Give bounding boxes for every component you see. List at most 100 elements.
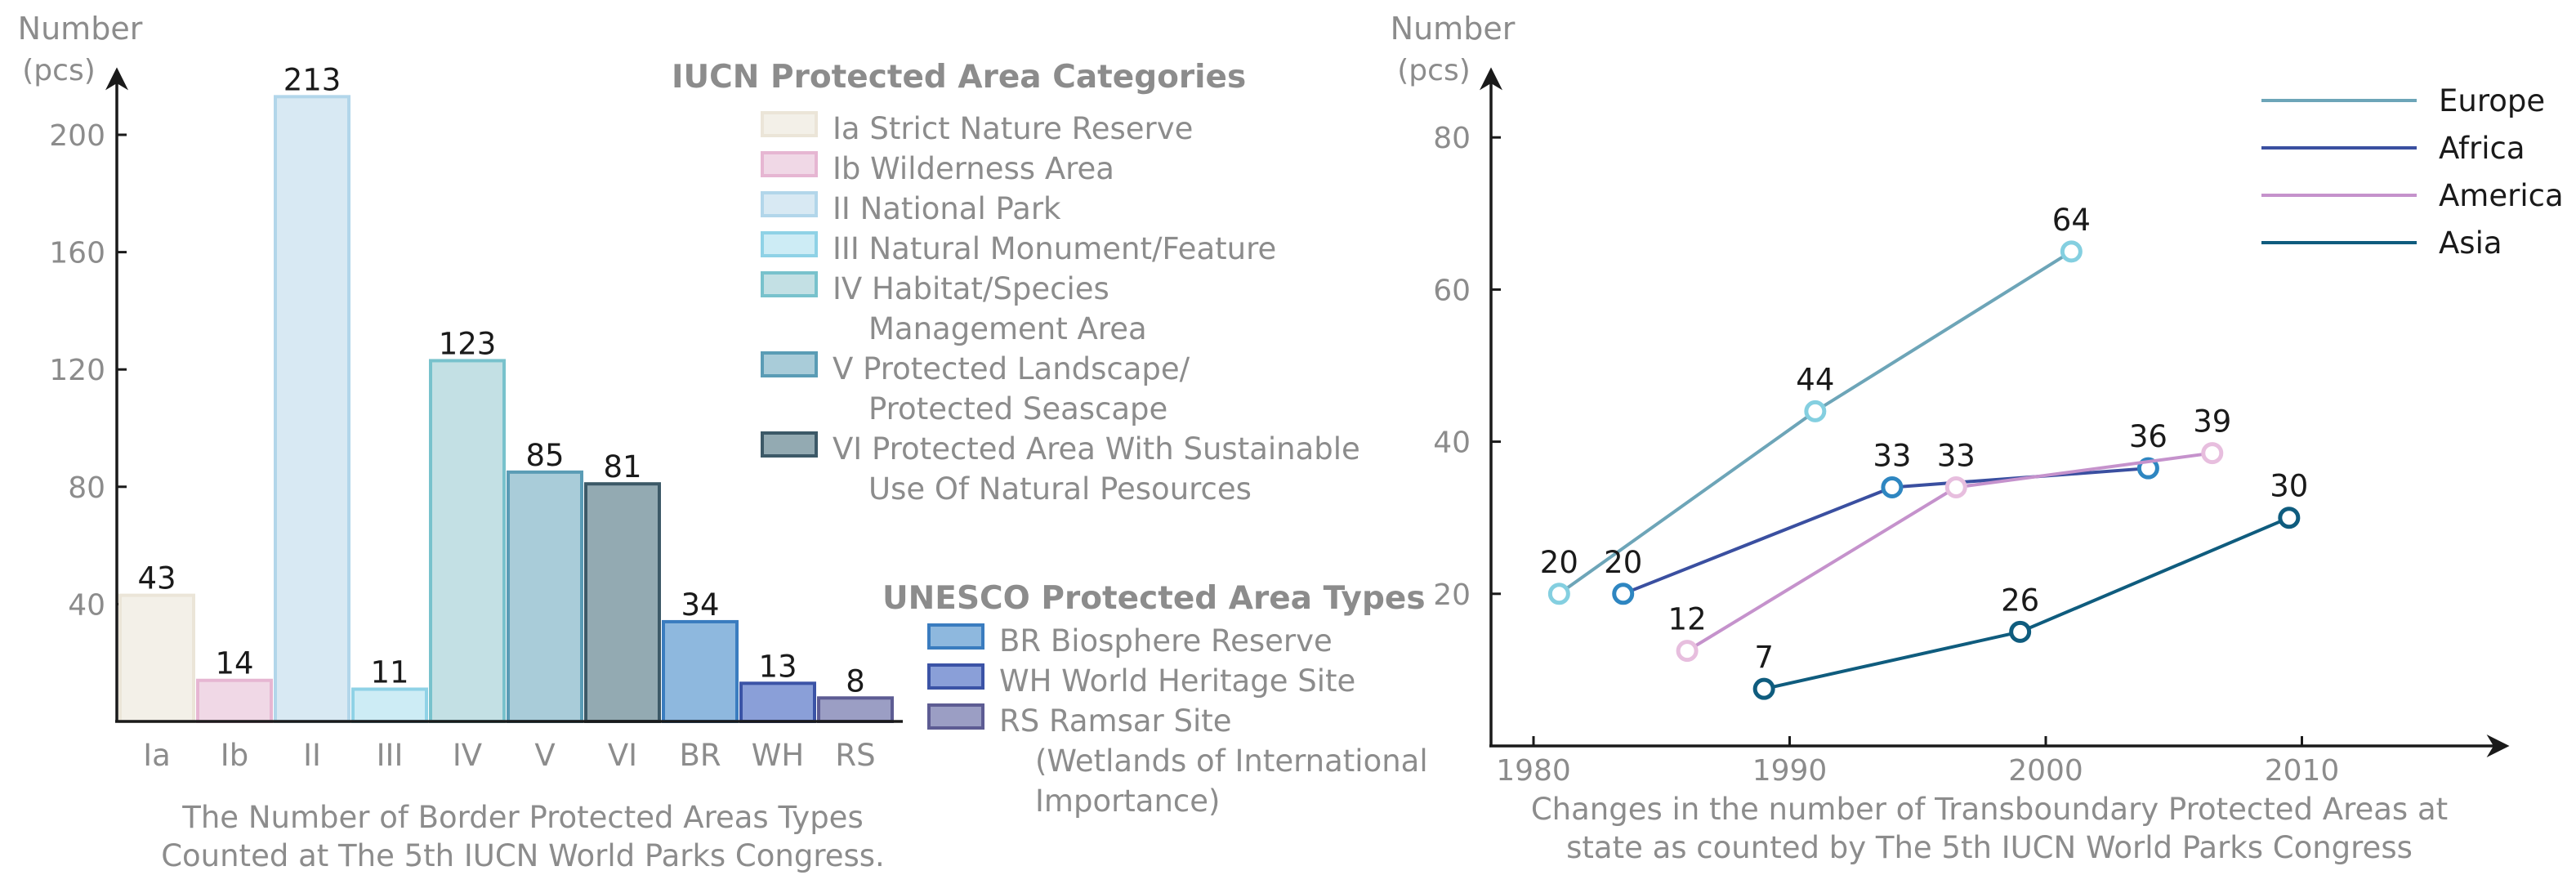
data-label-europe: 20 (1540, 545, 1578, 580)
data-point-america (1944, 476, 1967, 498)
bar-value-label: 123 (439, 326, 497, 361)
data-point-america (2201, 442, 2224, 465)
iucn-legend-heading: IUCN Protected Area Categories (672, 59, 1246, 96)
legend-label-america: America (2439, 178, 2564, 213)
bar-value-label: 85 (525, 438, 564, 473)
line-y-tick-label: 60 (1433, 274, 1471, 307)
legend-swatch (761, 111, 818, 137)
bar-x-tick-label: V (534, 738, 555, 773)
legend-label: Management Area (868, 311, 1147, 346)
data-point-europe (1804, 400, 1827, 422)
bar-wh (739, 681, 816, 724)
bar-v (507, 470, 583, 723)
data-point-america (1676, 640, 1699, 663)
bar-chart-title-line-2: Counted at The 5th IUCN World Parks Cong… (161, 838, 885, 873)
line-chart-title-line-2: state as counted by The 5th IUCN World P… (1566, 830, 2413, 865)
legend-label: WH World Heritage Site (999, 663, 1355, 699)
legend-label: Ib Wilderness Area (833, 151, 1114, 186)
bar-y-tick-label: 200 (49, 119, 105, 153)
legend-label: BR Biosphere Reserve (999, 623, 1333, 659)
data-point-europe (1547, 583, 1570, 605)
series-asia: 7 26 30 (1752, 469, 2308, 700)
data-label-america: 33 (1937, 438, 1976, 473)
bar-x-tick-label: BR (679, 738, 721, 773)
line-y-axis-unit: (pcs) (1397, 54, 1471, 87)
bar-y-tick-label: 160 (49, 237, 105, 270)
bar-value-label: 11 (370, 655, 408, 690)
data-point-asia (2278, 507, 2301, 529)
bar-x-tick-label: Ib (221, 738, 248, 773)
bar-chart-title-line-1: The Number of Border Protected Areas Typ… (181, 800, 863, 835)
data-label-asia: 26 (2001, 583, 2039, 618)
legend-swatch (927, 623, 984, 650)
data-label-africa: 36 (2129, 419, 2168, 454)
data-point-africa (1612, 583, 1635, 605)
legend-label: V Protected Landscape/ (833, 351, 1190, 386)
legend-label: (Wetlands of International (1035, 743, 1428, 779)
legend-swatch (761, 431, 818, 458)
legend-swatch (761, 191, 818, 217)
data-label-america: 39 (2193, 404, 2231, 440)
data-point-africa (1881, 476, 1904, 498)
line-x-tick-label: 2000 (2008, 754, 2083, 788)
bar-x-tick-label: IV (453, 738, 482, 773)
data-label-asia: 30 (2270, 469, 2308, 504)
data-point-asia (2009, 620, 2032, 643)
bar-value-label: 34 (681, 587, 719, 623)
data-label-africa: 33 (1873, 438, 1911, 473)
legend-swatch (761, 151, 818, 177)
line-y-tick-label: 40 (1433, 426, 1471, 460)
data-label-europe: 44 (1796, 362, 1834, 397)
data-label-africa: 20 (1604, 545, 1642, 580)
bar-ia (118, 593, 195, 723)
bar-value-label: 14 (215, 646, 253, 681)
data-point-asia (1752, 677, 1775, 700)
bar-rs (817, 696, 894, 724)
legend-label: IV Habitat/Species (833, 271, 1109, 306)
bar-value-label: 81 (603, 449, 641, 484)
legend-label: Ia Strict Nature Reserve (833, 111, 1193, 146)
line-legend: Europe Africa America Asia (2261, 83, 2564, 261)
bar-x-tick-label: III (377, 738, 404, 773)
legend-label: Importance) (1035, 784, 1220, 819)
data-point-europe (2060, 240, 2083, 263)
legend-swatch (927, 703, 984, 730)
line-chart-title-line-1: Changes in the number of Transboundary P… (1531, 792, 2448, 827)
legend-label: VI Protected Area With Sustainable (833, 431, 1360, 467)
unesco-legend: BR Biosphere Reserve WH World Heritage Si… (927, 623, 1428, 819)
bar-x-tick-label: WH (752, 738, 804, 773)
bar-x-tick-label: VI (608, 738, 637, 773)
line-y-axis-ticks: 20 40 60 80 (1433, 122, 1501, 612)
legend-label: RS Ramsar Site (999, 703, 1232, 739)
legend-label-asia: Asia (2439, 225, 2502, 261)
line-x-tick-label: 2010 (2265, 754, 2340, 788)
legend-swatch (761, 271, 818, 297)
data-label-asia: 7 (1754, 640, 1774, 675)
bar-iv (429, 359, 506, 723)
bar-ib (196, 678, 273, 723)
line-x-tick-label: 1990 (1752, 754, 1828, 788)
bar-value-label: 43 (137, 561, 176, 596)
series-line-europe (1558, 250, 2073, 596)
line-y-axis-label: Number (1391, 11, 1516, 47)
bar-y-axis-unit: (pcs) (22, 54, 96, 87)
bar-chart: 40 80 120 160 200 43 14 213 11 123 85 81 34 13 8 Ia Ib… (18, 11, 1428, 873)
bar-y-axis-label: Number (18, 11, 143, 47)
legend-label: Protected Seascape (868, 391, 1167, 426)
bar-x-axis-ticks: Ia Ib II III IV V VI BR WH RS (143, 738, 875, 773)
bar-x-tick-label: RS (835, 738, 875, 773)
legend-label-africa: Africa (2439, 131, 2525, 166)
bar-data-labels: 43 14 213 11 123 85 81 34 13 8 (137, 62, 864, 699)
series-europe: 20 44 64 (1540, 203, 2091, 605)
bar-series (118, 95, 894, 724)
data-label-europe: 64 (2052, 203, 2091, 238)
legend-swatch (761, 231, 818, 257)
unesco-legend-heading: UNESCO Protected Area Types (882, 580, 1426, 617)
bar-value-label: 8 (846, 663, 865, 699)
line-y-tick-label: 20 (1433, 578, 1471, 612)
legend-label: II National Park (833, 191, 1061, 226)
bar-value-label: 213 (283, 62, 342, 97)
